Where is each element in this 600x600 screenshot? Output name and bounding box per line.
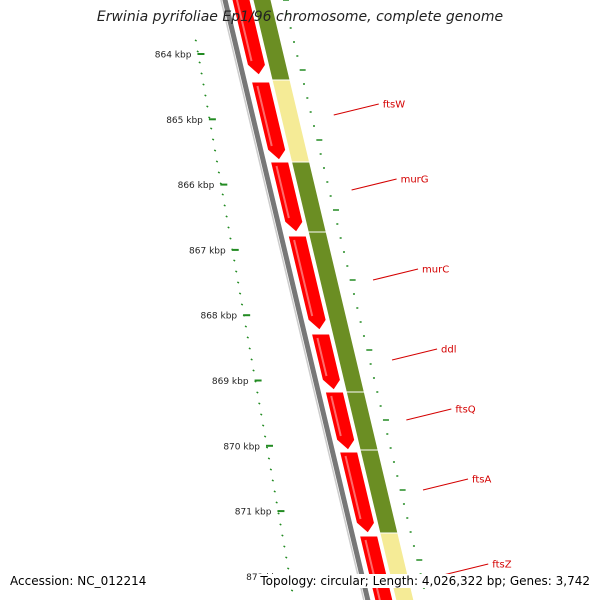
- scale-dot: [273, 490, 276, 493]
- gene-highlight-5: [316, 337, 328, 377]
- scale-dot: [215, 160, 219, 163]
- kbp-label-7: 870 kbp: [223, 442, 260, 452]
- scale-dot: [265, 446, 269, 449]
- gene-leader-ftsW: [333, 103, 379, 116]
- scale-dot: [217, 171, 221, 174]
- gene-highlight-6: [330, 395, 342, 437]
- kbp-label-5: 868 kbp: [200, 312, 237, 322]
- scale-dot: [223, 204, 226, 207]
- scale-dot: [227, 226, 230, 229]
- kbp-label-3: 866 kbp: [178, 181, 215, 191]
- gene-track-layer: [231, 0, 394, 600]
- scale-dot: [202, 83, 205, 86]
- scale-dot: [206, 105, 209, 108]
- gene-leader-ftsZ: [443, 563, 489, 576]
- scale-dot: [221, 193, 224, 196]
- scale-dot: [198, 61, 201, 64]
- gene-label-ftsA: ftsA: [472, 475, 491, 486]
- kbp-label-8: 871 kbp: [235, 508, 272, 518]
- gene-leader-murG: [351, 178, 397, 191]
- map-title: Erwinia pyrifoliae Ep1/96 chromosome, co…: [96, 9, 504, 25]
- scale-dot: [240, 303, 244, 306]
- kbp-label-1: 864 kbp: [155, 51, 192, 61]
- scale-dot: [233, 259, 236, 262]
- gene-arrow-3: [269, 161, 304, 233]
- gene-leader-ftsA: [422, 478, 469, 491]
- gene-highlight-1: [235, 0, 253, 62]
- scale-dot: [196, 50, 199, 53]
- scale-dot: [262, 424, 265, 427]
- scale-dot: [287, 567, 290, 570]
- gene-label-ddl: ddl: [441, 345, 456, 356]
- gene-highlight-8: [364, 539, 381, 600]
- scale-dot: [263, 435, 267, 438]
- scale-dot: [208, 116, 211, 119]
- scale-dot: [229, 237, 232, 240]
- scale-dot: [246, 336, 249, 339]
- gene-arrow-6: [324, 391, 356, 451]
- gene-highlight-2: [256, 85, 273, 147]
- scale-dot: [256, 391, 259, 394]
- scale-dot: [250, 358, 253, 361]
- scale-dot: [244, 325, 248, 328]
- scale-dot: [267, 457, 271, 460]
- scale-dot: [283, 545, 286, 548]
- scale-dot: [225, 215, 228, 218]
- scale-dot: [235, 270, 238, 273]
- backbone-line: [222, 0, 371, 600]
- gene-label-ftsQ: ftsQ: [455, 405, 475, 416]
- gene-highlight-3: [275, 165, 290, 219]
- scale-dot: [211, 138, 215, 141]
- scale-dot: [200, 72, 203, 75]
- kbp-label-2: 865 kbp: [166, 116, 203, 126]
- gene-arrow-2: [250, 81, 287, 161]
- kbp-label-6: 869 kbp: [212, 377, 249, 387]
- gene-highlight-4: [293, 239, 314, 317]
- accession-text: Accession: NC_012214: [8, 574, 149, 588]
- scale-dot: [213, 149, 217, 152]
- kbp-label-4: 867 kbp: [189, 246, 226, 256]
- gene-label-ftsZ: ftsZ: [492, 560, 511, 571]
- scale-dot: [258, 402, 261, 405]
- backbone-shadow-line: [220, 0, 365, 600]
- scale-dot: [290, 589, 294, 592]
- scale-dot: [260, 413, 263, 416]
- scale-dot: [269, 468, 273, 471]
- scale-dot: [204, 94, 207, 97]
- feature-track-layer: [252, 0, 415, 600]
- gene-leader-murC: [372, 268, 419, 281]
- scale-dot: [281, 534, 284, 537]
- gene-arrow-1: [231, 0, 267, 76]
- gene-highlight-7: [344, 455, 362, 520]
- scale-dot: [275, 501, 278, 504]
- scale-dot: [210, 127, 213, 130]
- scale-dot: [271, 479, 274, 482]
- backbone-layer: [220, 0, 371, 600]
- topology-text: Topology: circular; Length: 4,026,322 bp…: [258, 574, 592, 588]
- gene-arrow-7: [338, 451, 376, 534]
- gene-arrow-5: [310, 333, 341, 391]
- scale-dot: [279, 523, 282, 526]
- scale-dot: [248, 347, 251, 350]
- scale-dot: [238, 292, 242, 295]
- gene-label-murC: murC: [422, 265, 449, 276]
- scale-dot: [236, 281, 240, 284]
- scale-dot: [194, 39, 197, 42]
- gene-label-murG: murG: [401, 175, 429, 186]
- scale-dot: [252, 369, 255, 372]
- gene-leader-ftsQ: [406, 408, 452, 421]
- gene-label-ftsW: ftsW: [383, 100, 405, 111]
- scale-dot: [277, 512, 280, 515]
- tick-layer: [194, 0, 425, 592]
- gene-leader-ddl: [391, 348, 438, 361]
- gene-arrow-4: [287, 235, 327, 331]
- scale-dot: [285, 556, 288, 559]
